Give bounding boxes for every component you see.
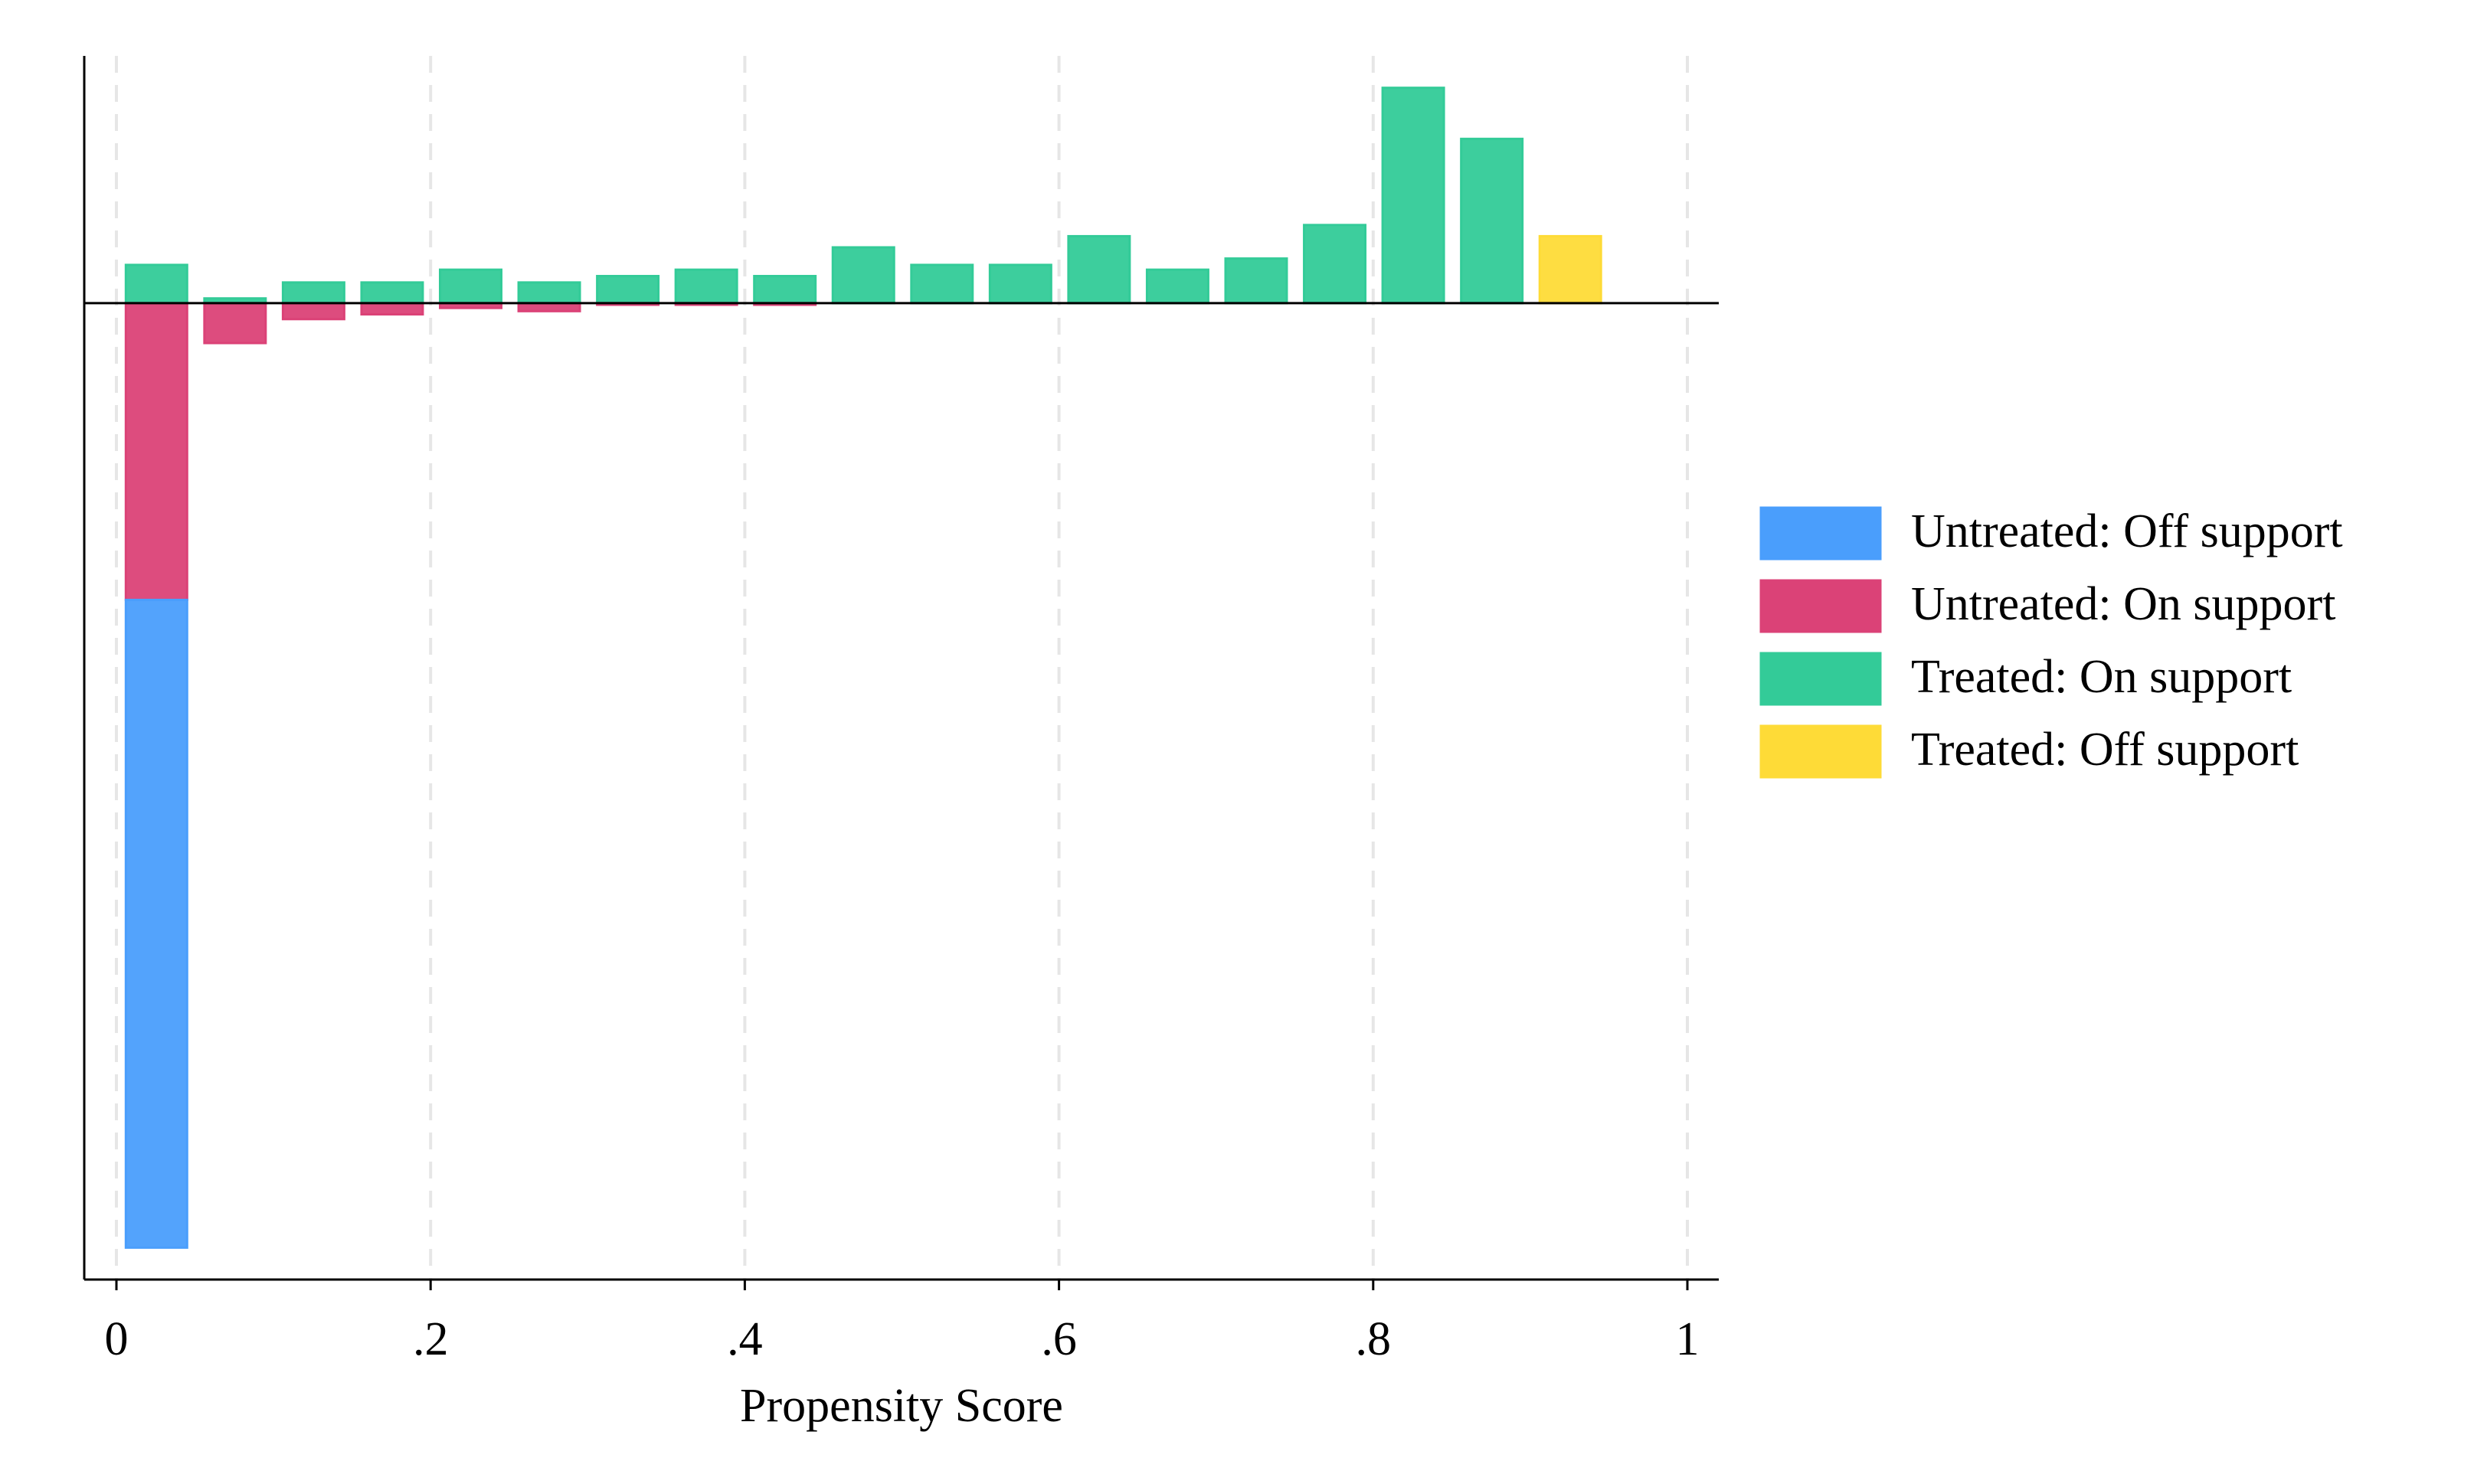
legend-label: Untreated: Off support <box>1911 505 2343 557</box>
x-axis-label: Propensity Score <box>740 1380 1063 1432</box>
bar <box>281 302 345 321</box>
grid <box>115 56 1689 1280</box>
bars <box>124 87 1602 1249</box>
bar <box>1460 137 1524 305</box>
bar <box>1538 234 1602 305</box>
bar <box>360 281 424 305</box>
bar <box>1224 257 1288 305</box>
bar <box>1381 87 1445 305</box>
bar <box>124 302 188 601</box>
legend-label: Treated: Off support <box>1911 724 2299 776</box>
bar <box>831 246 895 305</box>
legend-swatch <box>1759 652 1882 706</box>
x-tick-label: 0 <box>105 1313 129 1365</box>
x-tick-label: .4 <box>727 1313 763 1365</box>
bar <box>988 263 1052 305</box>
bar <box>1303 224 1367 305</box>
x-tick-label: .2 <box>413 1313 449 1365</box>
bar <box>203 302 267 345</box>
x-tick-label: 1 <box>1676 1313 1700 1365</box>
x-tick-label: .6 <box>1041 1313 1077 1365</box>
legend-swatch <box>1759 579 1882 633</box>
bar <box>1145 268 1209 305</box>
bar <box>596 275 660 305</box>
bar <box>124 598 188 1249</box>
bar <box>360 302 424 316</box>
bar <box>517 302 581 312</box>
legend-swatch <box>1759 724 1882 779</box>
bar <box>1067 234 1131 305</box>
legend-swatch <box>1759 506 1882 561</box>
x-tick-label: .8 <box>1356 1313 1392 1365</box>
bar <box>910 263 974 305</box>
bar <box>124 263 188 305</box>
legend-label: Untreated: On support <box>1911 578 2335 630</box>
bar <box>281 281 345 305</box>
legend-label: Treated: On support <box>1911 651 2292 703</box>
bar <box>439 268 502 305</box>
bar <box>753 275 817 305</box>
bar <box>517 281 581 305</box>
bar <box>674 268 738 305</box>
